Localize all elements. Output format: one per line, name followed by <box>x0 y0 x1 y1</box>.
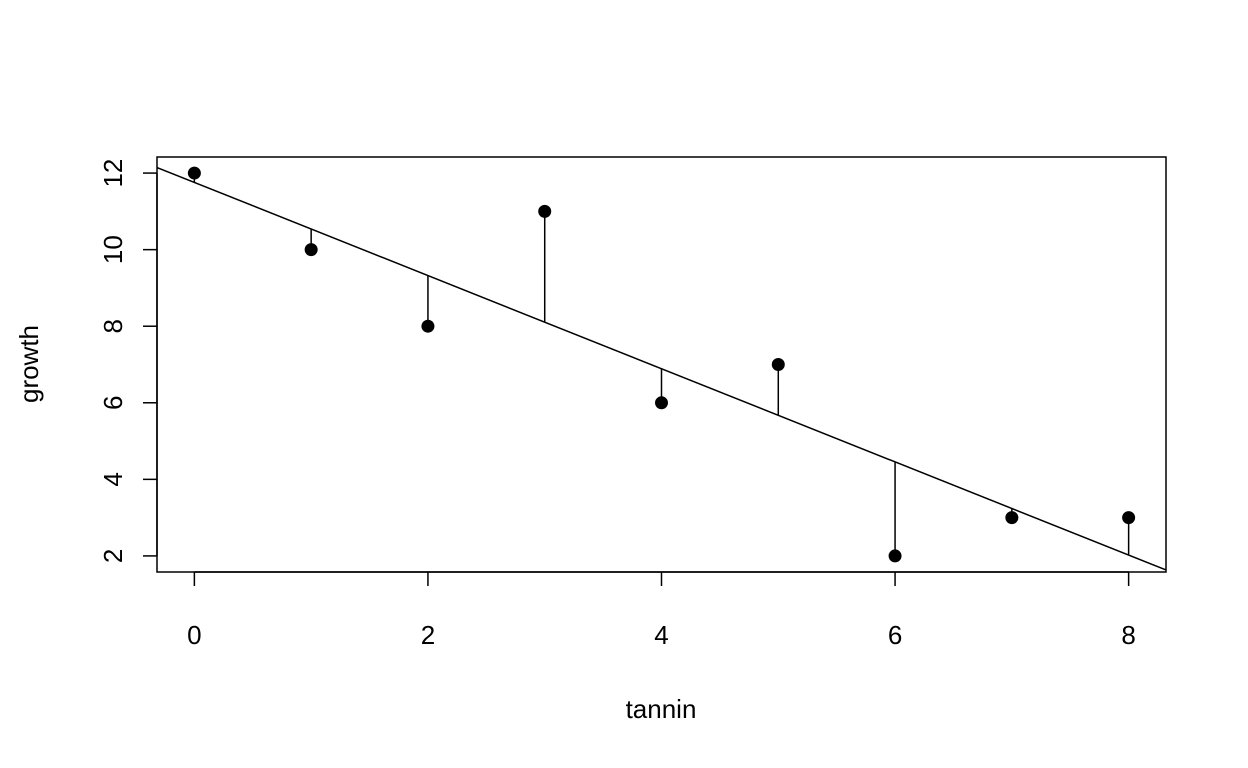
point <box>655 396 668 410</box>
y-tick-label: 2 <box>98 549 128 563</box>
point <box>1005 511 1019 525</box>
y-tick-label: 10 <box>98 235 128 264</box>
x-tick-label: 6 <box>888 620 902 650</box>
plot-area <box>157 166 1166 571</box>
x-tick-label: 4 <box>654 620 668 650</box>
point <box>1122 511 1136 525</box>
point <box>187 166 201 180</box>
x-tick-label: 0 <box>187 620 201 650</box>
y-tick-label: 4 <box>98 472 128 486</box>
x-tick-label: 2 <box>421 620 435 650</box>
point <box>304 243 318 257</box>
point <box>538 204 552 218</box>
point <box>771 358 785 371</box>
y-tick-label: 12 <box>98 159 128 188</box>
x-axis-label: tannin <box>626 694 697 724</box>
y-tick-label: 6 <box>98 396 128 410</box>
x-tick-label: 8 <box>1121 620 1135 650</box>
y-axis-label: growth <box>14 325 44 403</box>
point <box>421 319 435 333</box>
point <box>888 549 902 563</box>
y-tick-label: 8 <box>98 319 128 333</box>
